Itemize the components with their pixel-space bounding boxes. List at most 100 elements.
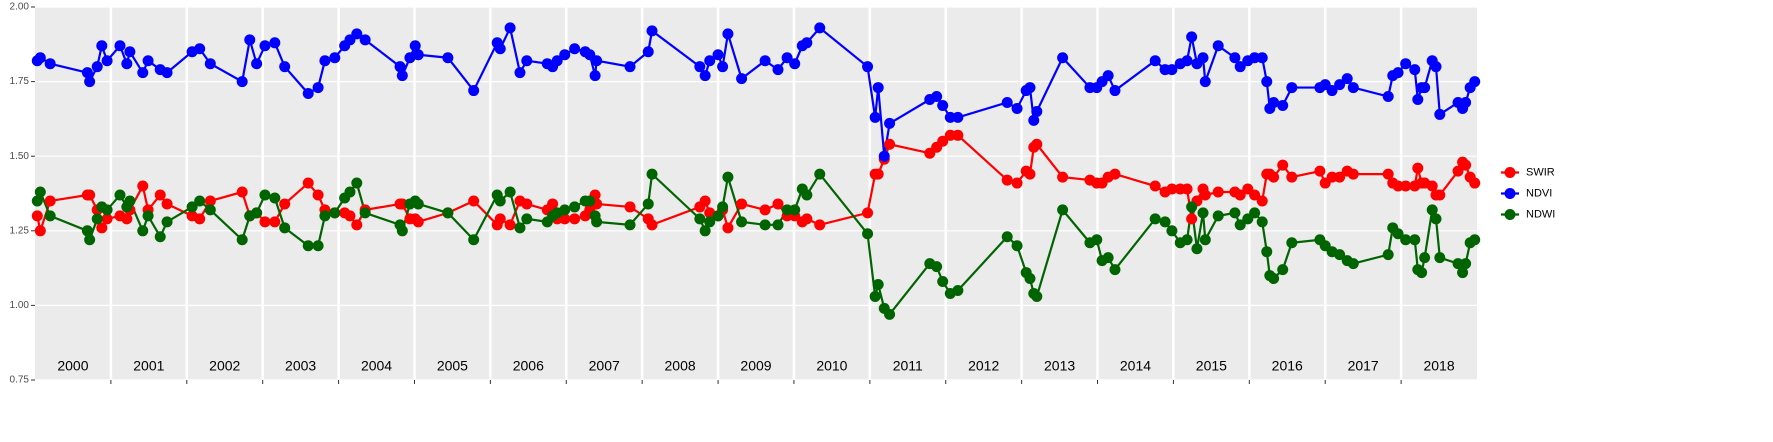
data-point <box>862 61 874 73</box>
data-point <box>1430 61 1442 73</box>
data-point <box>1166 64 1178 76</box>
year-label: 2007 <box>589 358 620 374</box>
data-point <box>1261 246 1273 258</box>
data-point <box>1400 234 1412 246</box>
data-point <box>872 168 884 180</box>
data-point <box>772 64 784 76</box>
data-point <box>396 198 408 210</box>
data-point <box>1191 243 1203 255</box>
data-point <box>494 213 506 225</box>
data-point <box>1469 234 1481 246</box>
data-point <box>154 189 166 201</box>
data-point <box>1109 264 1121 276</box>
legend-label: NDWI <box>1526 208 1555 220</box>
data-point <box>1229 52 1241 64</box>
data-point <box>251 58 263 70</box>
data-point <box>931 261 943 273</box>
data-point <box>359 34 371 46</box>
data-point <box>302 240 314 252</box>
data-point <box>344 186 356 198</box>
data-point <box>937 99 949 111</box>
data-point <box>91 61 103 73</box>
data-point <box>559 204 571 216</box>
data-point <box>1212 40 1224 52</box>
data-point <box>872 279 884 291</box>
data-point <box>1011 240 1023 252</box>
data-point <box>759 219 771 231</box>
data-point <box>869 290 881 302</box>
data-point <box>204 58 216 70</box>
data-point <box>101 55 113 67</box>
data-point <box>781 204 793 216</box>
y-tick-label: 1.00 <box>10 300 30 311</box>
year-label: 2008 <box>665 358 696 374</box>
data-point <box>279 61 291 73</box>
data-point <box>351 28 363 40</box>
data-point <box>551 55 563 67</box>
data-point <box>1186 213 1198 225</box>
data-point <box>801 189 813 201</box>
data-point <box>514 222 526 234</box>
data-point <box>722 222 734 234</box>
data-point <box>1001 231 1013 243</box>
data-point <box>1024 168 1036 180</box>
data-point <box>624 201 636 213</box>
data-point <box>642 46 654 58</box>
data-point <box>1286 82 1298 94</box>
data-point <box>1286 237 1298 249</box>
data-point <box>699 195 711 207</box>
data-point <box>394 61 406 73</box>
data-point <box>34 186 46 198</box>
data-point <box>1031 290 1043 302</box>
data-point <box>1326 171 1338 183</box>
data-point <box>114 40 126 52</box>
data-point <box>1159 216 1171 228</box>
data-point <box>34 52 46 64</box>
data-point <box>1031 138 1043 150</box>
data-point <box>269 192 281 204</box>
y-tick-label: 0.75 <box>10 375 30 386</box>
data-point <box>1426 204 1438 216</box>
data-point <box>1186 31 1198 43</box>
data-point <box>468 234 480 246</box>
data-point <box>1347 82 1359 94</box>
data-point <box>137 67 149 79</box>
data-point <box>442 207 454 219</box>
data-point <box>396 70 408 82</box>
data-point <box>1249 189 1261 201</box>
data-point <box>84 76 96 88</box>
data-point <box>1412 94 1424 106</box>
data-point <box>1102 70 1114 82</box>
data-point <box>279 198 291 210</box>
data-point <box>142 210 154 222</box>
data-point <box>1091 234 1103 246</box>
data-point <box>878 150 890 162</box>
data-point <box>1149 213 1161 225</box>
data-point <box>96 40 108 52</box>
year-label: 2016 <box>1272 358 1303 374</box>
data-point <box>801 213 813 225</box>
data-point <box>1001 174 1013 186</box>
year-label: 2000 <box>57 358 88 374</box>
data-point <box>1392 228 1404 240</box>
data-point <box>259 216 271 228</box>
data-point <box>504 219 516 231</box>
data-point <box>521 213 533 225</box>
data-point <box>1234 189 1246 201</box>
data-point <box>142 55 154 67</box>
data-point <box>302 177 314 189</box>
data-point <box>124 195 136 207</box>
year-label: 2015 <box>1196 358 1227 374</box>
data-point <box>137 225 149 237</box>
data-point <box>646 168 658 180</box>
data-point <box>1326 85 1338 97</box>
data-point <box>302 88 314 100</box>
data-point <box>931 91 943 103</box>
y-tick-label: 1.25 <box>10 225 30 236</box>
data-point <box>569 213 581 225</box>
data-point <box>1457 267 1469 279</box>
data-point <box>1434 189 1446 201</box>
data-point <box>84 189 96 201</box>
data-point <box>312 189 324 201</box>
